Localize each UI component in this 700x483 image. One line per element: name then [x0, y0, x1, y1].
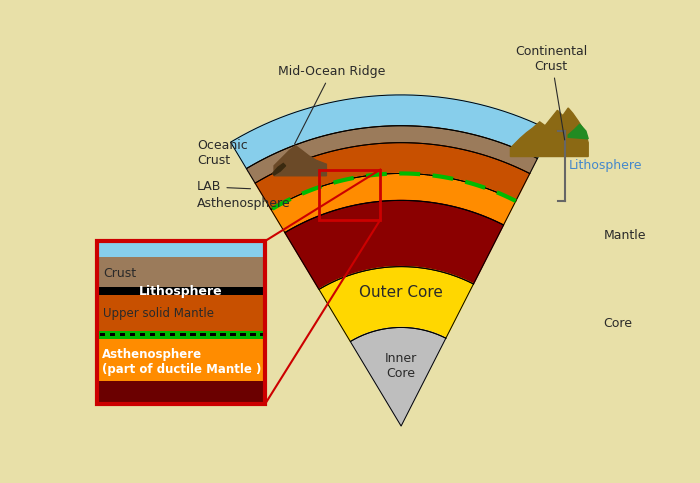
Bar	[97, 241, 265, 404]
Bar	[100, 333, 106, 336]
Bar	[97, 256, 265, 287]
Text: Lithosphere: Lithosphere	[139, 285, 223, 298]
Bar	[130, 333, 135, 336]
Text: Outer Core: Outer Core	[359, 285, 443, 300]
Bar	[97, 295, 265, 331]
Text: Continental
Crust: Continental Crust	[515, 44, 587, 140]
Text: Mid-Ocean Ridge: Mid-Ocean Ridge	[278, 65, 385, 144]
Polygon shape	[271, 173, 516, 233]
Bar	[97, 287, 265, 295]
Bar	[200, 333, 206, 336]
Text: Lithosphere: Lithosphere	[568, 159, 642, 172]
Text: Inner
Core: Inner Core	[385, 352, 417, 380]
Polygon shape	[230, 95, 552, 169]
Text: Upper solid Mantle: Upper solid Mantle	[103, 307, 214, 320]
Text: Asthenosphere
(part of ductile Mantle ): Asthenosphere (part of ductile Mantle )	[102, 348, 261, 376]
Polygon shape	[274, 146, 326, 176]
Bar	[210, 333, 216, 336]
Polygon shape	[350, 327, 446, 426]
Bar	[190, 333, 195, 336]
Text: Crust: Crust	[103, 267, 136, 280]
Bar	[318, 170, 380, 220]
Bar	[97, 382, 265, 404]
Bar	[170, 333, 176, 336]
Polygon shape	[285, 200, 503, 289]
Bar	[160, 333, 165, 336]
Polygon shape	[510, 108, 588, 156]
Bar	[260, 333, 265, 336]
Bar	[120, 333, 125, 336]
Text: Mantle: Mantle	[603, 228, 646, 242]
Bar	[110, 333, 116, 336]
Bar	[150, 333, 155, 336]
Polygon shape	[272, 163, 286, 175]
Text: Core: Core	[603, 317, 633, 330]
Polygon shape	[256, 142, 530, 210]
Bar	[97, 339, 265, 382]
Polygon shape	[319, 267, 473, 341]
Bar	[220, 333, 225, 336]
Polygon shape	[246, 126, 538, 183]
Text: LAB: LAB	[197, 180, 251, 193]
Text: Oceanic
Crust: Oceanic Crust	[197, 139, 248, 172]
Bar	[230, 333, 235, 336]
Bar	[180, 333, 186, 336]
Polygon shape	[568, 124, 588, 139]
Bar	[250, 333, 255, 336]
Bar	[140, 333, 146, 336]
Bar	[97, 241, 265, 256]
Bar	[97, 331, 265, 339]
Text: Asthenosphere: Asthenosphere	[197, 197, 290, 210]
Bar	[240, 333, 246, 336]
